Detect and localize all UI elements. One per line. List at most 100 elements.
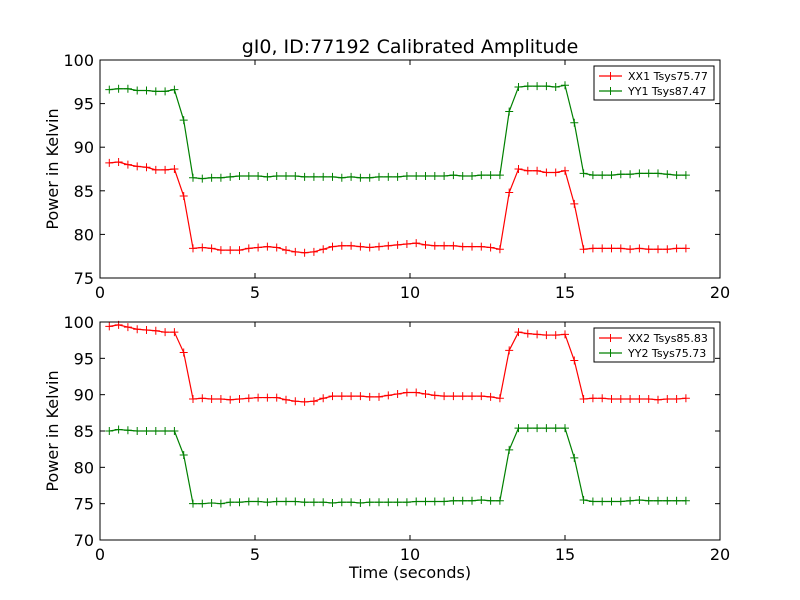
top-data-point xyxy=(244,171,253,180)
bottom-data-point xyxy=(226,395,235,404)
bottom-y-axis-label: Power in Kelvin xyxy=(43,370,62,491)
bottom-data-point xyxy=(644,496,653,505)
top-plot-panel: gI0, ID:77192 Calibrated Amplitude 0 5 10 1… xyxy=(43,36,730,302)
bottom-data-point xyxy=(468,392,476,401)
bottom-data-point xyxy=(570,356,579,365)
bottom-data-point xyxy=(337,498,346,507)
bottom-data-point xyxy=(328,498,337,507)
bottom-data-point xyxy=(105,322,114,331)
top-data-point xyxy=(495,245,504,254)
bottom-data-point xyxy=(588,394,597,403)
top-data-point xyxy=(663,245,672,254)
bottom-y-tick-label: 80 xyxy=(74,458,94,477)
bottom-data-point xyxy=(356,498,365,507)
bottom-plot-area: 0 5 10 15 20 70 75 80 85 90 95 100 XX2 Tsys85.83 YY2 … xyxy=(63,313,730,564)
top-data-point xyxy=(430,171,439,180)
top-data-point xyxy=(402,171,411,180)
top-data-point xyxy=(477,242,486,251)
bottom-data-point xyxy=(393,389,402,398)
bottom-data-point xyxy=(198,499,207,508)
top-data-point xyxy=(579,169,588,178)
bottom-data-point xyxy=(105,427,114,435)
top-data-point xyxy=(644,245,653,254)
bottom-data-point xyxy=(681,496,690,505)
bottom-data-point xyxy=(254,393,263,402)
top-data-point xyxy=(551,83,560,92)
top-data-point xyxy=(170,85,179,94)
top-data-point xyxy=(179,116,188,125)
top-data-point xyxy=(142,163,151,172)
bottom-data-point xyxy=(151,326,160,335)
top-y-tick-label: 75 xyxy=(74,269,94,288)
top-data-point xyxy=(681,244,690,253)
bottom-data-point xyxy=(365,498,374,507)
top-data-point xyxy=(263,242,272,251)
top-data-point xyxy=(207,173,216,182)
bottom-data-point xyxy=(272,393,281,402)
bottom-y-tick-label: 95 xyxy=(74,349,94,368)
top-data-point xyxy=(347,172,356,181)
bottom-data-point xyxy=(123,323,132,332)
bottom-data-point xyxy=(495,496,504,505)
bottom-data-point xyxy=(216,499,225,508)
top-data-point xyxy=(105,85,114,94)
top-data-point xyxy=(449,171,458,180)
top-data-point xyxy=(384,172,393,181)
bottom-data-point xyxy=(244,394,253,403)
bottom-data-point xyxy=(561,424,569,433)
bottom-data-point xyxy=(365,392,374,401)
top-data-point xyxy=(412,239,421,248)
bottom-data-point xyxy=(142,325,151,334)
top-data-point xyxy=(198,243,207,252)
top-data-point xyxy=(244,244,253,253)
top-data-point xyxy=(421,171,430,180)
bottom-data-point xyxy=(263,393,272,402)
top-data-point xyxy=(579,245,588,254)
top-data-point xyxy=(300,172,309,181)
top-data-point xyxy=(216,246,225,255)
top-data-point xyxy=(123,160,132,169)
top-data-point xyxy=(291,247,300,256)
top-data-point xyxy=(356,242,365,251)
bottom-data-point xyxy=(533,424,542,433)
bottom-data-point xyxy=(449,392,458,401)
bottom-data-point xyxy=(319,498,328,507)
bottom-data-point xyxy=(309,498,318,507)
bottom-data-point xyxy=(328,392,337,401)
top-data-point xyxy=(300,248,309,257)
top-data-point xyxy=(384,241,393,250)
top-data-point xyxy=(189,173,197,182)
top-y-tick-label: 100 xyxy=(63,51,94,70)
bottom-data-point xyxy=(681,394,690,403)
top-data-point xyxy=(207,244,216,253)
bottom-data-point xyxy=(570,453,579,462)
bottom-data-point xyxy=(402,388,411,397)
top-data-point xyxy=(402,239,411,248)
bottom-data-point xyxy=(486,496,495,505)
bottom-data-point xyxy=(579,395,588,404)
bottom-x-tick-label: 20 xyxy=(710,545,730,564)
bottom-data-point xyxy=(626,496,635,505)
top-y-tick-label: 80 xyxy=(74,225,94,244)
top-legend-label: XX1 Tsys75.77 xyxy=(628,70,708,83)
top-data-point xyxy=(626,170,635,179)
bottom-data-point xyxy=(430,497,439,506)
bottom-data-point xyxy=(142,427,151,435)
top-data-point xyxy=(393,172,402,181)
bottom-data-point xyxy=(207,498,216,507)
top-data-point xyxy=(235,171,244,180)
bottom-data-point xyxy=(244,497,253,506)
top-data-point xyxy=(449,241,458,250)
bottom-data-point xyxy=(421,497,430,506)
top-data-point xyxy=(523,82,532,91)
top-data-point xyxy=(514,165,523,173)
top-data-point xyxy=(486,171,495,180)
top-data-point xyxy=(170,165,179,173)
top-data-point xyxy=(440,171,449,180)
top-data-point xyxy=(319,172,328,181)
bottom-data-point xyxy=(440,392,449,401)
bottom-x-tick-label: 10 xyxy=(400,545,420,564)
top-data-point xyxy=(328,242,337,251)
bottom-data-point xyxy=(254,497,263,506)
bottom-data-point xyxy=(523,329,532,338)
